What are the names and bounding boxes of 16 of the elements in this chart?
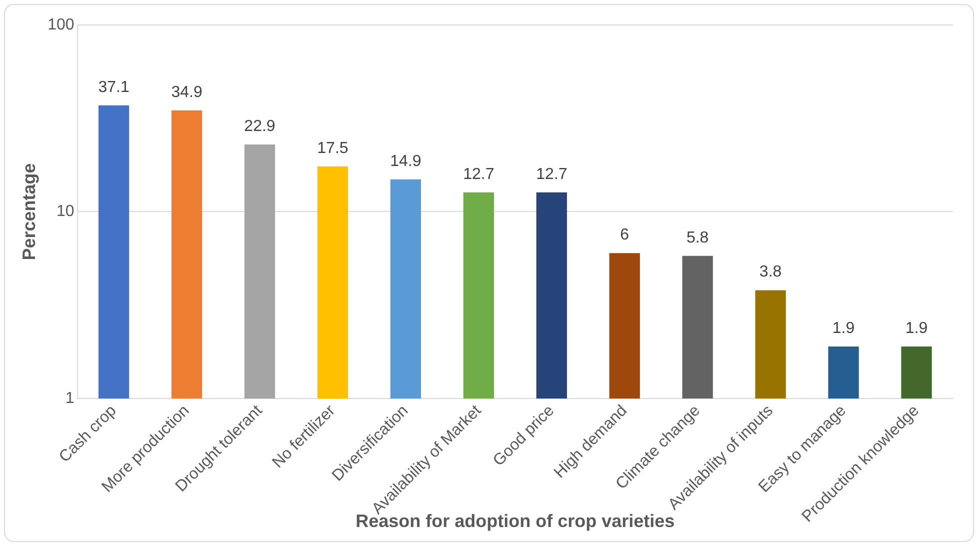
- y-tick-label: 1: [65, 390, 74, 407]
- data-label: 1.9: [832, 320, 855, 337]
- data-label: 14.9: [390, 152, 422, 170]
- y-tick-label: 10: [56, 203, 74, 220]
- data-label: 37.1: [98, 78, 130, 96]
- data-label: 1.9: [905, 320, 928, 337]
- data-label: 22.9: [244, 118, 276, 135]
- data-label: 12.7: [463, 166, 494, 183]
- data-label: 17.5: [317, 140, 348, 157]
- data-label: 3.8: [759, 264, 782, 281]
- y-axis-title: Percentage: [18, 163, 39, 260]
- data-label: 12.7: [536, 166, 568, 183]
- data-label: 5.8: [686, 229, 709, 246]
- data-label: 34.9: [171, 84, 202, 101]
- y-tick-label: 100: [48, 16, 74, 34]
- data-label: 6: [620, 226, 630, 244]
